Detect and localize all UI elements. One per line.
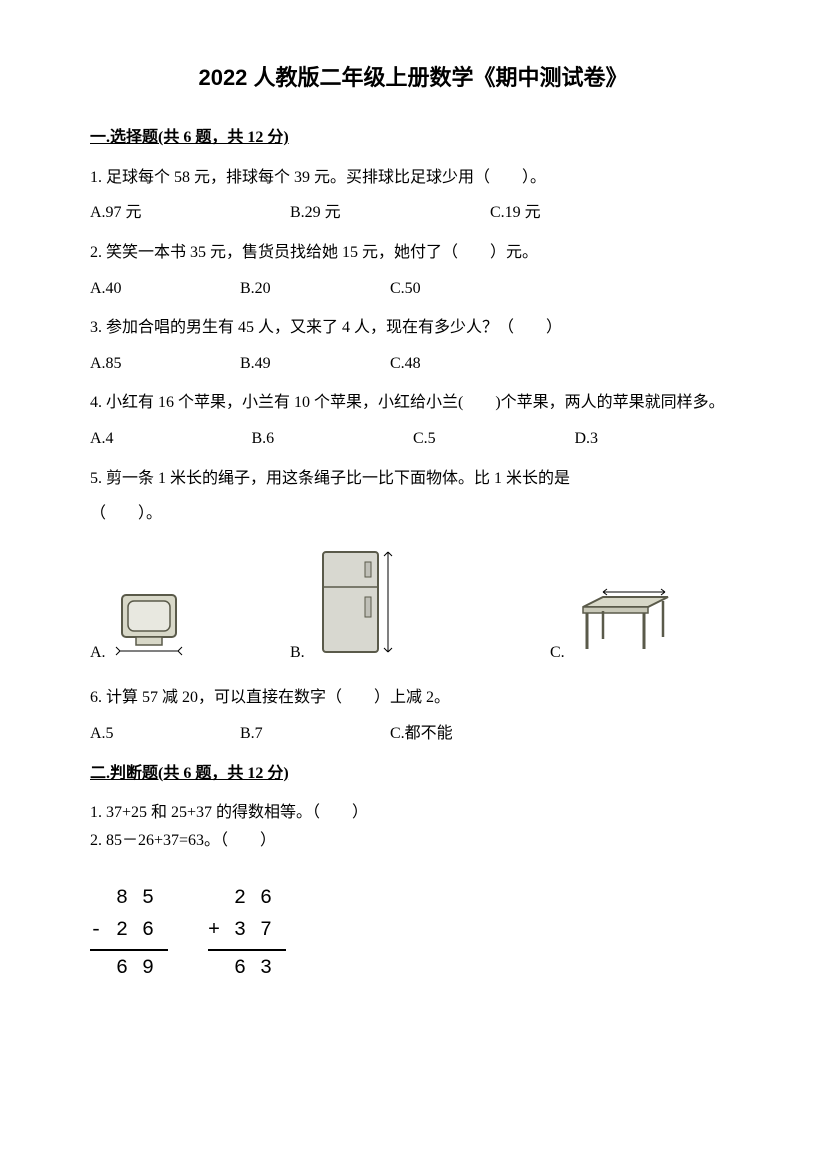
calc2-row2: +37 [208, 915, 286, 947]
q3-option-b: B.49 [240, 351, 390, 377]
table-icon [573, 587, 673, 666]
calc2-row1: 26 [208, 883, 286, 915]
q5-label-a: A. [90, 640, 106, 666]
section2-header: 二.判断题(共 6 题，共 12 分) [90, 761, 736, 787]
judge-2: 2. 85－26+37=63。（ ） [90, 828, 736, 854]
q6-option-c: C.都不能 [390, 721, 540, 747]
q2-option-b: B.20 [240, 276, 390, 302]
q6-option-b: B.7 [240, 721, 390, 747]
q3-option-a: A.85 [90, 351, 240, 377]
question-5: 5. 剪一条 1 米长的绳子，用这条绳子比一比下面物体。比 1 米长的是 （ ）… [90, 466, 736, 666]
calc2-line [208, 949, 286, 951]
question-3: 3. 参加合唱的男生有 45 人，又来了 4 人，现在有多少人？（ ） A.85… [90, 315, 736, 376]
q4-option-a: A.4 [90, 426, 252, 452]
q2-option-c: C.50 [390, 276, 540, 302]
q6-option-a: A.5 [90, 721, 240, 747]
section1-header: 一.选择题(共 6 题，共 12 分) [90, 125, 736, 151]
q3-options: A.85 B.49 C.48 [90, 351, 736, 377]
tv-icon [114, 587, 184, 666]
question-6: 6. 计算 57 减 20，可以直接在数字（ ）上减 2。 A.5 B.7 C.… [90, 685, 736, 746]
q6-text: 6. 计算 57 减 20，可以直接在数字（ ）上减 2。 [90, 685, 736, 711]
calc-block-2: 26 +37 63 [208, 883, 286, 985]
fridge-icon [313, 547, 403, 666]
q1-option-c: C.19 元 [490, 200, 690, 226]
q5-image-options: A. B. [90, 547, 736, 666]
q4-option-c: C.5 [413, 426, 575, 452]
q6-options: A.5 B.7 C.都不能 [90, 721, 736, 747]
q5-label-c: C. [550, 640, 565, 666]
q4-option-d: D.3 [575, 426, 737, 452]
q5-option-a: A. [90, 587, 290, 666]
calc1-row3: 69 [90, 953, 168, 985]
vertical-calculations: 85 -26 69 26 +37 63 [90, 883, 736, 985]
calc1-row1: 85 [90, 883, 168, 915]
q2-text: 2. 笑笑一本书 35 元，售货员找给她 15 元，她付了（ ）元。 [90, 240, 736, 266]
q5-text: 5. 剪一条 1 米长的绳子，用这条绳子比一比下面物体。比 1 米长的是 [90, 466, 736, 492]
q5-option-b: B. [290, 547, 550, 666]
calc2-row3: 63 [208, 953, 286, 985]
question-2: 2. 笑笑一本书 35 元，售货员找给她 15 元，她付了（ ）元。 A.40 … [90, 240, 736, 301]
q1-text: 1. 足球每个 58 元，排球每个 39 元。买排球比足球少用（ ）。 [90, 165, 736, 191]
question-4: 4. 小红有 16 个苹果，小兰有 10 个苹果，小红给小兰( )个苹果，两人的… [90, 390, 736, 451]
judge-1: 1. 37+25 和 25+37 的得数相等。（ ） [90, 800, 736, 826]
q4-text: 4. 小红有 16 个苹果，小兰有 10 个苹果，小红给小兰( )个苹果，两人的… [90, 390, 736, 416]
q5-label-b: B. [290, 640, 305, 666]
q5-option-c: C. [550, 587, 710, 666]
q4-options: A.4 B.6 C.5 D.3 [90, 426, 736, 452]
q1-option-a: A.97 元 [90, 200, 290, 226]
q1-options: A.97 元 B.29 元 C.19 元 [90, 200, 736, 226]
q4-option-b: B.6 [252, 426, 414, 452]
q3-text: 3. 参加合唱的男生有 45 人，又来了 4 人，现在有多少人？（ ） [90, 315, 736, 341]
q1-option-b: B.29 元 [290, 200, 490, 226]
q2-options: A.40 B.20 C.50 [90, 276, 736, 302]
page-title: 2022 人教版二年级上册数学《期中测试卷》 [90, 60, 736, 95]
q2-option-a: A.40 [90, 276, 240, 302]
calc1-row2: -26 [90, 915, 168, 947]
calc1-line [90, 949, 168, 951]
q3-option-c: C.48 [390, 351, 540, 377]
q5-text2: （ ）。 [90, 501, 736, 527]
question-1: 1. 足球每个 58 元，排球每个 39 元。买排球比足球少用（ ）。 A.97… [90, 165, 736, 226]
calc-block-1: 85 -26 69 [90, 883, 168, 985]
